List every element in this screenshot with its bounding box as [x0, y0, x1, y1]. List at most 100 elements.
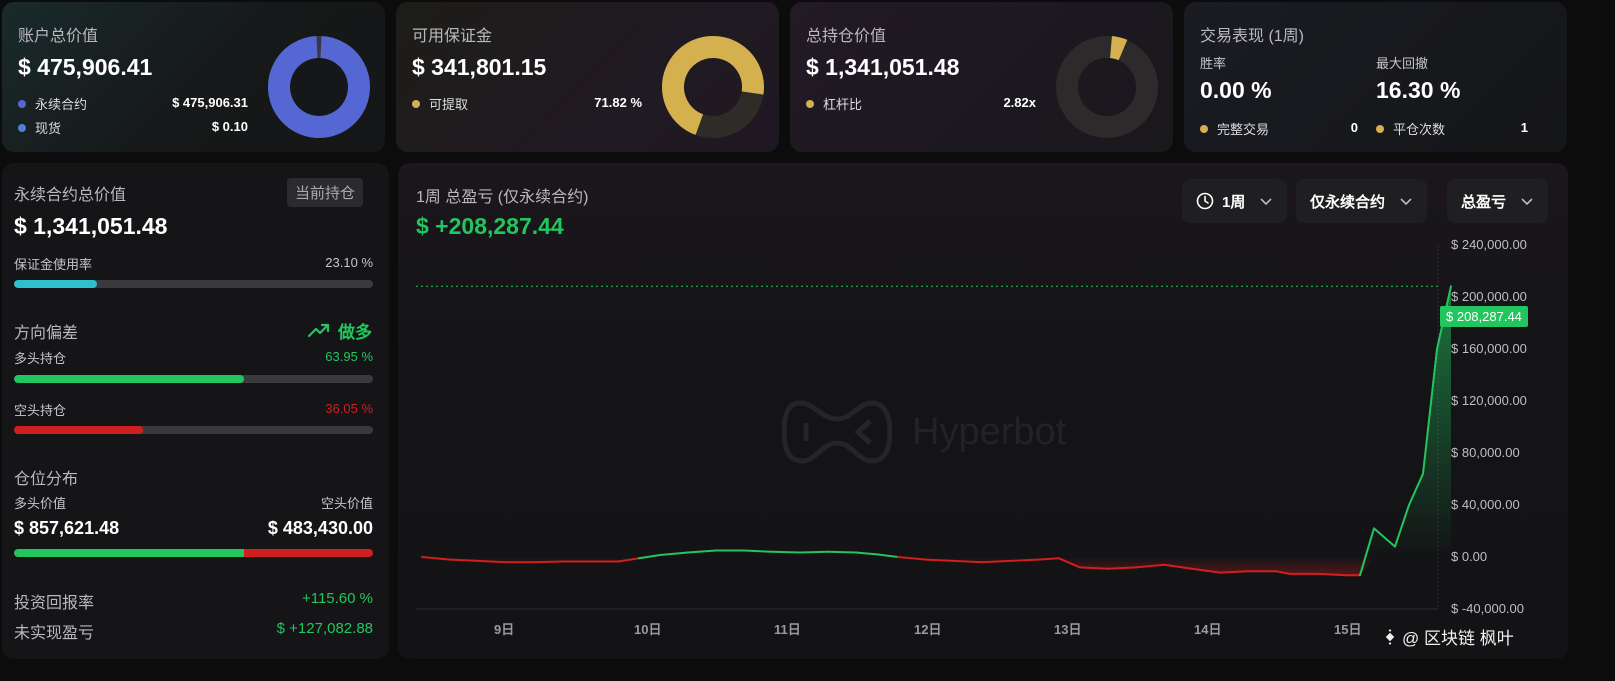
distribution-bar [14, 549, 373, 557]
position-value-card: 总持仓价值 $ 1,341,051.48 杠杆比 2.82x [790, 2, 1173, 152]
unrealized-label: 未实现盈亏 [14, 625, 95, 642]
x-axis-tick-label: 15日 [1334, 622, 1362, 637]
x-axis-tick-label: 11日 [774, 622, 801, 637]
pnl-line-segment [1275, 570, 1291, 575]
account-perp-value: $ 475,906.31 [172, 95, 248, 110]
margin-donut-arc [662, 36, 764, 135]
unrealized-value: $ +127,082.88 [276, 620, 373, 637]
y-axis-tick-label: $ 200,000.00 [1451, 289, 1527, 304]
leverage-label: 杠杆比 [823, 97, 863, 112]
roi-label: 投资回报率 [14, 595, 95, 612]
binance-logo-icon [1385, 628, 1395, 645]
chevron-down-icon [1260, 198, 1272, 206]
pnl-area-positive [422, 286, 1451, 557]
pnl-type-dropdown-label: 总盈亏 [1461, 193, 1507, 211]
pnl-area-negative [422, 557, 1451, 576]
y-axis-tick-label: $ 40,000.00 [1451, 497, 1520, 512]
position-value: $ 1,341,051.48 [806, 54, 960, 80]
pnl-line-segment [1009, 558, 1039, 562]
pnl-title: 1周 总盈亏 (仅永续合约) [416, 189, 589, 206]
margin-usage-value: 23.10 % [325, 255, 373, 270]
long-amount: $ 857,621.48 [14, 518, 120, 538]
short-value-label: 空头价值 [320, 496, 373, 511]
distribution-label: 仓位分布 [14, 471, 79, 488]
short-position-value: 36.05 % [325, 401, 373, 416]
pnl-line-segment [771, 550, 801, 554]
withdrawable-row: 可提取 [412, 94, 468, 113]
drawdown-label: 最大回撤 [1376, 56, 1429, 71]
account-perp-label: 永续合约 [35, 97, 88, 112]
performance-title: 交易表现 (1周) [1200, 28, 1305, 45]
perp-dot-icon [18, 99, 26, 108]
account-donut-chart [268, 36, 370, 138]
pnl-line-segment [421, 556, 451, 561]
long-value-label: 多头价值 [14, 496, 67, 511]
margin-usage-label: 保证金使用率 [14, 257, 93, 272]
pnl-line-segment [1037, 557, 1060, 561]
x-axis-tick-label: 14日 [1194, 622, 1222, 637]
long-position-bar [14, 375, 373, 383]
account-value: $ 475,906.41 [18, 54, 153, 80]
clock-icon [1196, 192, 1214, 210]
complete-trades-value: 0 [1350, 120, 1358, 135]
current-positions-button[interactable]: 当前持仓 [287, 178, 364, 207]
pnl-line-segment [743, 549, 773, 553]
contract-type-dropdown-label: 仅永续合约 [1310, 193, 1386, 211]
distribution-long-fill [14, 549, 244, 557]
y-axis-tick-label: $ 240,000.00 [1451, 237, 1527, 252]
contract-type-dropdown[interactable]: 仅永续合约 [1296, 179, 1428, 223]
pnl-line-segment [638, 554, 661, 560]
y-axis-tick-label: $ 0.00 [1451, 549, 1488, 564]
available-margin-card: 可用保证金 $ 341,801.15 可提取 71.82 % [396, 2, 779, 152]
pnl-line-segment [925, 558, 955, 562]
close-count-value: 1 [1520, 120, 1528, 135]
chevron-down-icon [1400, 198, 1412, 206]
footer-credit: @ 区块链 枫叶 [1382, 624, 1514, 649]
pnl-line-segment [617, 557, 640, 563]
margin-donut-chart [662, 36, 764, 138]
pnl-line-segment [1422, 348, 1438, 475]
y-axis-tick-label: $ 80,000.00 [1451, 445, 1520, 460]
pnl-line-segment [477, 559, 507, 564]
close-count-dot-icon [1376, 124, 1384, 133]
close-count-label: 平仓次数 [1393, 122, 1446, 137]
pnl-line-segment [687, 549, 717, 554]
withdrawable-label: 可提取 [429, 97, 469, 112]
pnl-line-chart [416, 245, 1452, 610]
winrate-value: 0.00 % [1200, 77, 1272, 103]
roi-value: +115.60 % [301, 590, 373, 607]
margin-usage-fill [14, 280, 97, 288]
pnl-line-segment [897, 556, 927, 561]
period-dropdown[interactable]: 1周 [1182, 179, 1288, 223]
pnl-line-segment [1079, 566, 1109, 570]
account-value-card: 账户总价值 $ 475,906.41 永续合约 $ 475,906.31 现货 … [2, 2, 385, 152]
leverage-row: 杠杆比 [806, 94, 862, 113]
y-axis-tick-label: $ 160,000.00 [1451, 341, 1527, 356]
perp-title: 永续合约总价值 [14, 187, 127, 204]
short-position-label: 空头持仓 [14, 403, 67, 418]
complete-trades-dot-icon [1200, 124, 1208, 133]
margin-label: 可用保证金 [412, 28, 493, 45]
x-axis-tick-label: 9日 [494, 622, 515, 637]
x-axis-tick-label: 10日 [634, 622, 662, 637]
watermark: Hyperbot [782, 395, 1066, 469]
period-dropdown-label: 1周 [1222, 193, 1246, 211]
pnl-line-segment [799, 550, 829, 554]
pnl-panel: 1周 总盈亏 (仅永续合约) $ +208,287.44 1周 仅永续合约 总盈… [398, 163, 1568, 659]
pnl-line-segment [855, 551, 878, 556]
pnl-line-segment [1373, 527, 1396, 548]
margin-value: $ 341,801.15 [412, 54, 547, 80]
pnl-line-segment [449, 558, 479, 562]
performance-card: 交易表现 (1周) 胜率 0.00 % 最大回撤 16.30 % 完整交易 0 … [1184, 2, 1567, 152]
pnl-line-segment [827, 550, 857, 554]
trending-up-icon [308, 323, 330, 337]
account-spot-label: 现货 [35, 121, 62, 136]
perp-panel: 永续合约总价值 当前持仓 $ 1,341,051.48 保证金使用率 23.10… [2, 163, 389, 659]
margin-usage-bar [14, 280, 373, 288]
pnl-type-dropdown[interactable]: 总盈亏 [1447, 179, 1549, 223]
winrate-label: 胜率 [1200, 56, 1227, 71]
long-position-label: 多头持仓 [14, 351, 67, 366]
bias-label: 方向偏差 [14, 325, 79, 342]
close-count-row: 平仓次数 [1376, 119, 1445, 138]
pnl-line-segment [981, 559, 1011, 564]
